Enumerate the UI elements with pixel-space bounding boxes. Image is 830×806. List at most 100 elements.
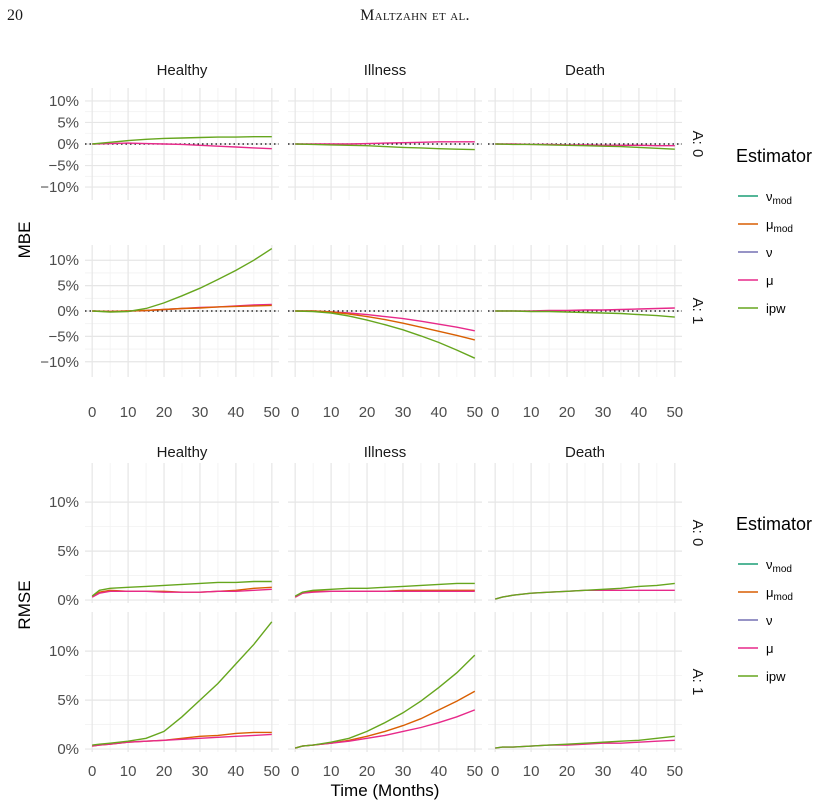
panel-bottom-r0-c2 [488,463,682,603]
x-tick-label: 10 [120,763,137,780]
series-line-mu [295,141,475,145]
panel-top-r0-c0 [85,88,279,200]
panel-bottom-r1-c2 [488,612,682,752]
facet-strip-healthy: Healthy [157,444,208,461]
panel-bottom-r0-c0 [85,463,279,603]
x-tick-label: 30 [595,763,612,780]
y-tick-label: −5% [49,158,79,175]
panel-top-r1-c0 [85,245,279,377]
x-tick-label: 0 [291,763,299,780]
x-tick-label: 30 [192,763,209,780]
y-tick-label: 10% [49,93,79,110]
series-line-ipw [295,310,476,359]
panel-top-r1-c2 [488,245,682,377]
legend-entry-label: μ [766,641,774,656]
y-tick-label: 5% [57,692,79,709]
legend-entry-label: ν [766,245,773,260]
y-axis-title: MBE [15,222,34,259]
series-line-ipw [294,582,475,597]
y-tick-label: 10% [49,252,79,269]
x-tick-label: 20 [156,763,173,780]
y-tick-label: 0% [57,741,79,758]
x-tick-label: 10 [523,763,540,780]
series-line-ipw [495,310,675,318]
series-line-mu [92,142,272,150]
legend-entry-label: ipw [766,669,786,684]
legend-entry-subscript: mod [774,592,793,603]
y-tick-label: 5% [57,278,79,295]
series-line-ipw [92,135,272,145]
x-tick-label: 20 [559,763,576,780]
x-tick-label: 10 [120,404,137,421]
y-tick-label: 10% [49,494,79,511]
x-tick-label: 10 [323,404,340,421]
x-tick-label: 40 [228,763,245,780]
legend-entry-subscript: mod [773,564,792,575]
legend-entry-symbol: μ [766,641,774,656]
legend-title: Estimator [736,514,812,534]
x-tick-label: 30 [395,763,412,780]
x-tick-label: 0 [491,763,499,780]
series-line-mu [91,588,272,598]
x-tick-label: 0 [88,763,96,780]
panel-top-r0-c1 [288,88,482,200]
x-tick-label: 50 [263,404,280,421]
panel-bottom-r1-c0 [85,612,279,752]
legend-entry-label: μmod [766,585,793,603]
facet-strip-death: Death [565,62,605,79]
x-tick-label: 40 [631,404,648,421]
page-number: 20 [7,7,23,24]
y-tick-label: 5% [57,114,79,131]
legend-entry-subscript: mod [773,196,792,207]
legend-entry-subscript: mod [774,224,793,235]
x-tick-label: 50 [466,763,483,780]
legend-entry-label: μ [766,273,774,288]
y-tick-label: 10% [49,643,79,660]
legend-entry-symbol: ipw [766,301,786,316]
top-chart: Healthy Illness Death −10% −5% 0% 5% 10% A: 0 −10… [15,62,812,421]
legend-entry-label: μmod [766,217,793,235]
facet-strip-row: A: 0 [689,131,706,158]
legend-entry-label: νmod [766,557,792,575]
facet-strip-illness: Illness [364,444,407,461]
x-tick-label: 20 [359,404,376,421]
x-tick-label: 0 [291,404,299,421]
x-tick-label: 50 [263,763,280,780]
y-tick-label: −10% [40,354,79,371]
legend-entry-symbol: μ [766,217,774,232]
x-tick-label: 50 [666,763,683,780]
legend-entry-symbol: ν [766,245,773,260]
facet-strip-illness: Illness [364,62,407,79]
series-line-ipw [91,580,272,597]
legend-entry-symbol: ipw [766,669,786,684]
x-tick-label: 0 [491,404,499,421]
x-tick-label: 10 [323,763,340,780]
series-line-ipw [495,143,675,150]
x-tick-label: 40 [631,763,648,780]
legend-entry-label: νmod [766,189,792,207]
panel-bottom-r1-c1 [288,612,482,752]
x-tick-label: 30 [192,404,209,421]
x-tick-label: 40 [431,763,448,780]
facet-strip-row: A: 1 [689,298,706,325]
panel-top-r1-c1 [288,245,482,377]
x-tick-label: 40 [228,404,245,421]
facet-strip-death: Death [565,444,605,461]
legend-entry-symbol: μ [766,585,774,600]
series-line-mu_mod [295,310,475,341]
facet-strip-row: A: 0 [689,520,706,547]
legend-entry-symbol: ν [766,613,773,628]
x-tick-label: 50 [666,404,683,421]
x-tick-label: 40 [431,404,448,421]
series-line-mu [92,733,272,747]
series-line-ipw [92,621,273,746]
facet-strip-row: A: 1 [689,669,706,696]
panel-bottom-r0-c1 [288,463,482,603]
bottom-chart: Healthy Illness Death 0% 5% 10% A: 0 0% 5% 10% A: … [15,444,812,800]
y-axis-title: RMSE [15,580,34,629]
legend-entry-label: ipw [766,301,786,316]
x-tick-label: 20 [156,404,173,421]
